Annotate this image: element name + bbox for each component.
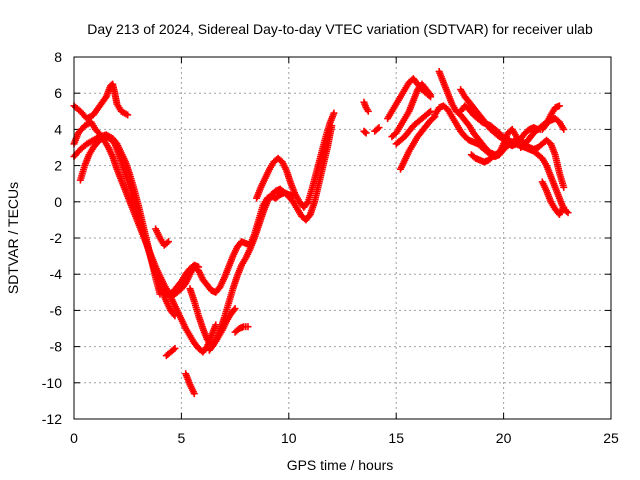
axis-ticks: 0 5 10 15 20 25 -12 -10 -8 -6 -4 -2 0 2 4 6 8 bbox=[42, 49, 619, 446]
y-tick-label: -2 bbox=[50, 230, 63, 246]
y-axis-label: SDTVAR / TECUs bbox=[5, 182, 21, 294]
series-track-15 bbox=[360, 127, 370, 137]
series-track-22 bbox=[431, 102, 568, 191]
series-track-10 bbox=[162, 344, 179, 360]
series-track-20 bbox=[396, 113, 439, 173]
series-track-1 bbox=[70, 80, 132, 123]
x-axis-label: GPS time / hours bbox=[287, 457, 394, 473]
series-track-19 bbox=[392, 107, 435, 148]
series-track-13 bbox=[205, 305, 239, 354]
x-tick-label: 25 bbox=[603, 430, 619, 446]
y-tick-label: -8 bbox=[50, 339, 63, 355]
y-tick-label: 4 bbox=[54, 121, 62, 137]
y-tick-label: 8 bbox=[54, 49, 62, 65]
y-tick-label: 6 bbox=[54, 85, 62, 101]
series-track-7 bbox=[169, 122, 336, 300]
series-track-16 bbox=[371, 124, 383, 135]
y-tick-label: -10 bbox=[42, 375, 62, 391]
series-track-26 bbox=[538, 178, 568, 218]
data-markers bbox=[70, 67, 572, 398]
plot-border bbox=[73, 56, 612, 420]
series-track-24 bbox=[457, 86, 572, 217]
chart-title: Day 213 of 2024, Sidereal Day-to-day VTE… bbox=[87, 21, 593, 37]
x-tick-label: 5 bbox=[178, 430, 186, 446]
series-track-18 bbox=[388, 80, 435, 141]
y-tick-label: -6 bbox=[50, 302, 63, 318]
y-tick-label: 0 bbox=[54, 194, 62, 210]
x-tick-label: 0 bbox=[70, 430, 78, 446]
series-track-14 bbox=[360, 98, 372, 115]
series-track-9 bbox=[253, 109, 338, 211]
series-track-17 bbox=[384, 75, 435, 123]
series-track-5 bbox=[152, 225, 173, 249]
y-tick-label: 2 bbox=[54, 158, 62, 174]
grid bbox=[74, 57, 611, 419]
x-tick-label: 15 bbox=[388, 430, 404, 446]
y-tick-label: -4 bbox=[50, 266, 63, 282]
series-track-25 bbox=[467, 147, 505, 166]
y-tick-label: -12 bbox=[42, 411, 62, 427]
x-tick-label: 20 bbox=[496, 430, 512, 446]
x-tick-label: 10 bbox=[281, 430, 297, 446]
series-track-11 bbox=[182, 370, 198, 398]
series-track-12 bbox=[231, 323, 252, 336]
